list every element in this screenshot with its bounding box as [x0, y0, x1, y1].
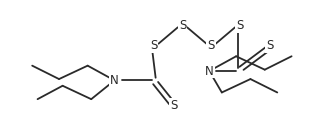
- Text: S: S: [207, 39, 215, 52]
- Text: S: S: [179, 19, 186, 32]
- Text: S: S: [150, 39, 157, 52]
- Text: N: N: [110, 74, 119, 87]
- Text: N: N: [205, 64, 214, 78]
- Text: S: S: [236, 19, 243, 32]
- Text: S: S: [170, 99, 177, 112]
- Text: S: S: [266, 39, 274, 52]
